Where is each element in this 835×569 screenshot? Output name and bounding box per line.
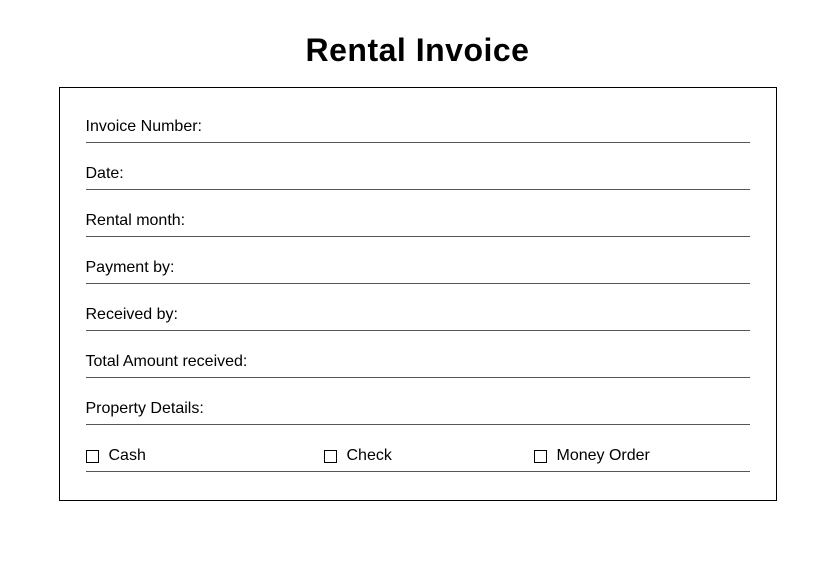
invoice-number-field[interactable]: Invoice Number: bbox=[86, 118, 750, 143]
invoice-container: Invoice Number: Date: Rental month: Paym… bbox=[59, 87, 777, 501]
property-details-label: Property Details: bbox=[86, 400, 204, 417]
cash-option[interactable]: Cash bbox=[86, 447, 324, 465]
received-by-field[interactable]: Received by: bbox=[86, 306, 750, 331]
received-by-label: Received by: bbox=[86, 306, 179, 323]
invoice-number-label: Invoice Number: bbox=[86, 118, 203, 135]
payment-method-row: Cash Check Money Order bbox=[86, 447, 750, 472]
total-amount-field[interactable]: Total Amount received: bbox=[86, 353, 750, 378]
payment-by-label: Payment by: bbox=[86, 259, 175, 276]
date-label: Date: bbox=[86, 165, 124, 182]
check-option[interactable]: Check bbox=[324, 447, 534, 465]
cash-label: Cash bbox=[109, 447, 146, 465]
rental-month-label: Rental month: bbox=[86, 212, 186, 229]
check-label: Check bbox=[347, 447, 392, 465]
document-title: Rental Invoice bbox=[0, 32, 835, 69]
payment-by-field[interactable]: Payment by: bbox=[86, 259, 750, 284]
cash-checkbox-icon[interactable] bbox=[86, 450, 99, 463]
money-order-label: Money Order bbox=[557, 447, 650, 465]
rental-month-field[interactable]: Rental month: bbox=[86, 212, 750, 237]
check-checkbox-icon[interactable] bbox=[324, 450, 337, 463]
money-order-option[interactable]: Money Order bbox=[534, 447, 650, 465]
total-amount-label: Total Amount received: bbox=[86, 353, 248, 370]
property-details-field[interactable]: Property Details: bbox=[86, 400, 750, 425]
money-order-checkbox-icon[interactable] bbox=[534, 450, 547, 463]
date-field[interactable]: Date: bbox=[86, 165, 750, 190]
